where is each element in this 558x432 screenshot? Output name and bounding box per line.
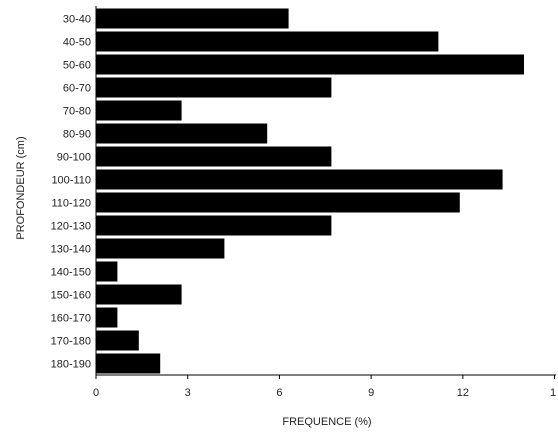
category-label: 70-80 bbox=[63, 106, 91, 118]
x-tick-label: 12 bbox=[457, 387, 469, 399]
category-label: 30-40 bbox=[63, 14, 91, 26]
category-label: 40-50 bbox=[63, 37, 91, 49]
bar-170-180 bbox=[96, 330, 139, 351]
x-tick-label: 1 bbox=[550, 387, 556, 399]
bar-70-80 bbox=[96, 100, 182, 121]
category-label: 150-160 bbox=[51, 290, 91, 302]
bar-60-70 bbox=[96, 77, 332, 98]
x-tick-label: 6 bbox=[276, 387, 282, 399]
category-label: 180-190 bbox=[51, 359, 91, 371]
bar-120-130 bbox=[96, 215, 332, 236]
category-label: 90-100 bbox=[57, 152, 91, 164]
bar-110-120 bbox=[96, 192, 460, 213]
x-tick-label: 0 bbox=[93, 387, 99, 399]
bar-180-190 bbox=[96, 353, 161, 374]
x-tick-label: 9 bbox=[368, 387, 374, 399]
x-tick-label: 3 bbox=[185, 387, 191, 399]
x-axis-title: FREQUENCE (%) bbox=[282, 416, 371, 428]
bar-40-50 bbox=[96, 31, 439, 52]
bars-group bbox=[96, 8, 524, 374]
category-labels: 30-40 40-50 50-60 60-70 70-80 80-90 90-100 100-… bbox=[51, 14, 91, 371]
bar-80-90 bbox=[96, 123, 268, 144]
bar-140-150 bbox=[96, 261, 118, 282]
category-label: 170-180 bbox=[51, 336, 91, 348]
bar-160-170 bbox=[96, 307, 118, 328]
category-label: 130-140 bbox=[51, 244, 91, 256]
category-label: 120-130 bbox=[51, 221, 91, 233]
category-label: 160-170 bbox=[51, 313, 91, 325]
category-label: 100-110 bbox=[51, 175, 91, 187]
bar-90-100 bbox=[96, 146, 332, 167]
y-axis-title: PROFONDEUR (cm) bbox=[15, 136, 27, 239]
bar-30-40 bbox=[96, 8, 289, 29]
category-label: 140-150 bbox=[51, 267, 91, 279]
category-label: 110-120 bbox=[51, 198, 91, 210]
bar-150-160 bbox=[96, 284, 182, 305]
category-label: 60-70 bbox=[63, 83, 91, 95]
category-label: 50-60 bbox=[63, 60, 91, 72]
category-label: 80-90 bbox=[63, 129, 91, 141]
x-axis-ticks: 0 3 6 9 12 1 bbox=[93, 375, 556, 399]
bar-100-110 bbox=[96, 169, 503, 190]
bar-130-140 bbox=[96, 238, 225, 259]
bar-50-60 bbox=[96, 54, 524, 75]
